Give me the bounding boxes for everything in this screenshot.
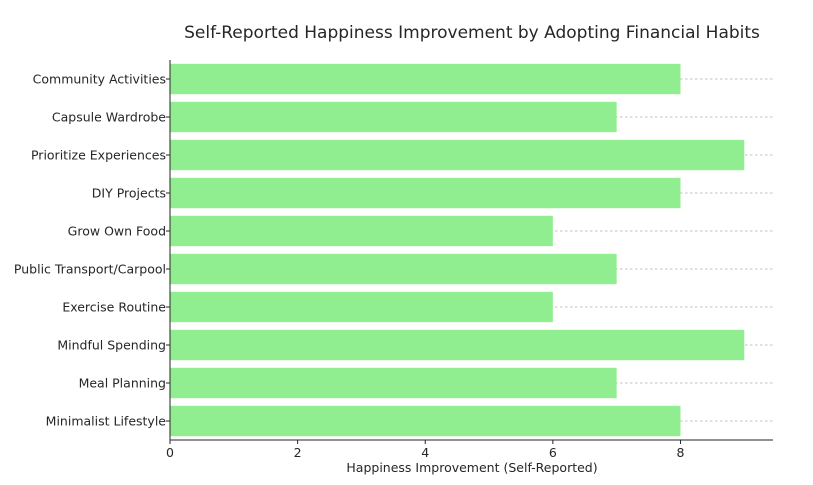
bar: [170, 177, 681, 209]
category-label: Prioritize Experiences: [31, 148, 166, 163]
bar: [170, 405, 681, 437]
bar: [170, 367, 617, 399]
category-label: Exercise Routine: [62, 300, 166, 315]
bar: [170, 101, 617, 133]
category-label: Capsule Wardrobe: [52, 110, 166, 125]
bar: [170, 291, 553, 323]
category-label: Meal Planning: [79, 376, 166, 391]
x-ticks: 0 2 4 6 8: [166, 440, 684, 460]
axes: [169, 60, 773, 441]
bar: [170, 139, 745, 171]
bar: [170, 253, 617, 285]
chart-title: Self-Reported Happiness Improvement by A…: [184, 23, 760, 43]
x-axis-label: Happiness Improvement (Self-Reported): [346, 460, 597, 475]
x-tick-label: 8: [676, 445, 684, 460]
x-tick-label: 6: [549, 445, 557, 460]
x-tick-label: 2: [294, 445, 302, 460]
bar: [170, 215, 553, 247]
category-label: Grow Own Food: [68, 224, 166, 239]
bar: [170, 329, 745, 361]
x-tick-label: 4: [421, 445, 429, 460]
category-labels: Minimalist Lifestyle Meal Planning Mindful…: [14, 72, 170, 429]
bar: [170, 63, 681, 95]
x-tick-label: 0: [166, 445, 174, 460]
category-label: Public Transport/Carpool: [14, 262, 166, 277]
category-label: Minimalist Lifestyle: [46, 414, 167, 429]
category-label: Mindful Spending: [57, 338, 166, 353]
category-label: DIY Projects: [92, 186, 166, 201]
bars: [170, 63, 745, 437]
category-label: Community Activities: [33, 72, 166, 87]
